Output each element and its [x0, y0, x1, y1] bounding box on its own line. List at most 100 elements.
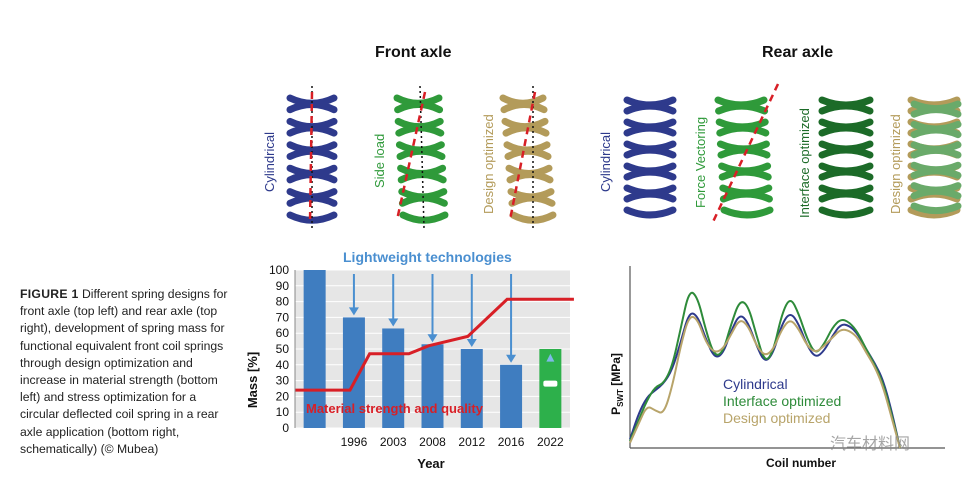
rear-force-vectoring-spring-coil	[718, 168, 772, 181]
arrow-head	[466, 339, 477, 347]
legend-cylindrical: Cylindrical	[723, 376, 788, 392]
caption-text: Different spring designs for front axle …	[20, 287, 228, 456]
rear-label-design-optimized: Design optimized	[888, 114, 903, 214]
bar	[342, 317, 365, 428]
material-strength-line	[295, 297, 574, 392]
x-tick-label: 2012	[458, 435, 485, 449]
rear-design-optimized-overlay-coil	[910, 187, 962, 200]
front-label-design-optimized: Design optimized	[481, 114, 496, 214]
rear-design-optimized-overlay-coil	[910, 167, 962, 179]
y-axis-label: Mass [%]	[245, 352, 260, 408]
up-arrow-icon	[546, 353, 555, 362]
y-tick-label: 10	[276, 405, 290, 419]
rear-cylindrical-spring	[623, 96, 677, 219]
rear-label-interface-optimized: Interface optimized	[797, 108, 812, 218]
legend-design-optimized: Design optimized	[723, 410, 830, 426]
front-side-load-spring-coil	[396, 147, 446, 160]
front-design-optimized-spring-coil	[500, 100, 548, 114]
front-side-load-spring	[393, 94, 449, 224]
rear-design-optimized-overlay-coil	[910, 126, 962, 139]
y-tick-label: 70	[276, 310, 290, 324]
rear-cylindrical-spring-coil	[623, 146, 677, 159]
front-side-load-spring-coil	[394, 100, 444, 114]
rear-design-optimized-overlay	[910, 100, 962, 215]
watermark: 汽车材料网	[830, 435, 910, 453]
bar	[303, 270, 326, 428]
car-icon	[543, 380, 558, 387]
rear-force-vectoring-spring-coil	[716, 124, 770, 137]
rear-force-vectoring-force-line	[710, 83, 780, 225]
front-side-load-spring-coil	[398, 194, 448, 207]
x-tick-label: 2003	[380, 435, 407, 449]
bar	[500, 364, 523, 428]
rear-cylindrical-spring-coil	[623, 206, 677, 219]
spring-illustrations	[286, 83, 962, 229]
front-label-side-load: Side load	[372, 133, 387, 188]
caption-label: FIGURE 1	[20, 287, 79, 301]
x-axis-label: Year	[417, 456, 444, 471]
line-x-axis-label: Coil number	[766, 456, 836, 470]
front-cylindrical-spring-coil	[286, 211, 338, 224]
y-tick-label: 0	[282, 421, 289, 435]
rear-axle-title: Rear axle	[762, 44, 834, 61]
arrow-head	[506, 354, 517, 363]
rear-cylindrical-spring-coil	[623, 124, 677, 137]
y-tick-label: 30	[276, 374, 290, 388]
front-label-cylindrical: Cylindrical	[262, 132, 277, 192]
arrow-head	[427, 334, 438, 343]
front-design-optimized-spring-coil	[506, 171, 554, 184]
x-tick-label: 2022	[537, 435, 564, 449]
y-tick-label: 80	[276, 295, 290, 309]
front-side-load-force-line	[395, 91, 427, 221]
rear-interface-optimized-spring	[818, 96, 874, 219]
front-design-optimized-spring	[499, 94, 557, 224]
rear-interface-optimized-spring-coil	[818, 190, 874, 203]
rear-interface-optimized-spring-coil	[818, 168, 874, 181]
line-legend-label: Material strength and quality	[306, 401, 484, 416]
front-design-optimized-spring-coil	[508, 194, 556, 207]
rear-force-vectoring-spring-coil	[717, 146, 771, 159]
x-tick-label: 1996	[341, 435, 368, 449]
x-tick-label: 2008	[419, 435, 446, 449]
front-design-optimized-spring-coil	[504, 147, 552, 160]
rear-design-optimized-overlay-coil	[910, 106, 962, 118]
y-tick-label: 40	[276, 358, 290, 372]
rear-label-cylindrical: Cylindrical	[598, 132, 613, 192]
rear-force-vectoring-spring-coil	[719, 190, 773, 203]
front-design-optimized-spring-coil	[509, 211, 557, 224]
rear-force-vectoring-spring	[714, 96, 774, 219]
bar	[539, 349, 562, 428]
series-line	[629, 291, 901, 449]
rear-force-vectoring-spring-coil	[720, 206, 774, 219]
y-tick-label: 60	[276, 326, 290, 340]
front-side-load-spring-coil	[397, 171, 447, 184]
chart-title: Lightweight technologies	[343, 249, 512, 265]
arrow-head	[348, 307, 359, 316]
rear-cylindrical-spring-coil	[623, 190, 677, 203]
rear-label-force-vectoring: Force Vectoring	[693, 116, 708, 208]
front-axle-title: Front axle	[375, 44, 452, 61]
y-tick-label: 100	[269, 263, 289, 277]
front-cylindrical-spring-coil	[286, 171, 338, 184]
line-y-axis-label: PSWT [MPa]	[609, 353, 625, 415]
y-tick-label: 20	[276, 389, 290, 403]
front-side-load-spring-coil	[399, 211, 449, 224]
bar	[421, 344, 444, 428]
y-tick-label: 90	[276, 279, 290, 293]
rear-design-optimized-overlay-coil	[910, 202, 962, 215]
rear-interface-optimized-spring-coil	[818, 102, 874, 115]
legend-interface-optimized: Interface optimized	[723, 393, 841, 409]
stress-line-chart: PSWT [MPa] Coil number Cylindrical Inter…	[609, 266, 945, 470]
rear-force-vectoring-spring-coil	[715, 102, 769, 115]
y-tick-label: 50	[276, 342, 290, 356]
rear-interface-optimized-spring-coil	[818, 206, 874, 219]
rear-interface-optimized-spring-coil	[818, 124, 874, 137]
rear-interface-optimized-spring-coil	[818, 146, 874, 159]
rear-design-optimized-overlay-coil	[910, 146, 962, 159]
arrow-head	[388, 318, 399, 327]
front-side-load-spring-coil	[395, 124, 445, 137]
front-cylindrical-force-line	[308, 91, 314, 223]
figure-caption: FIGURE 1 Different spring designs for fr…	[20, 286, 228, 458]
front-side-load-axis	[419, 85, 425, 229]
